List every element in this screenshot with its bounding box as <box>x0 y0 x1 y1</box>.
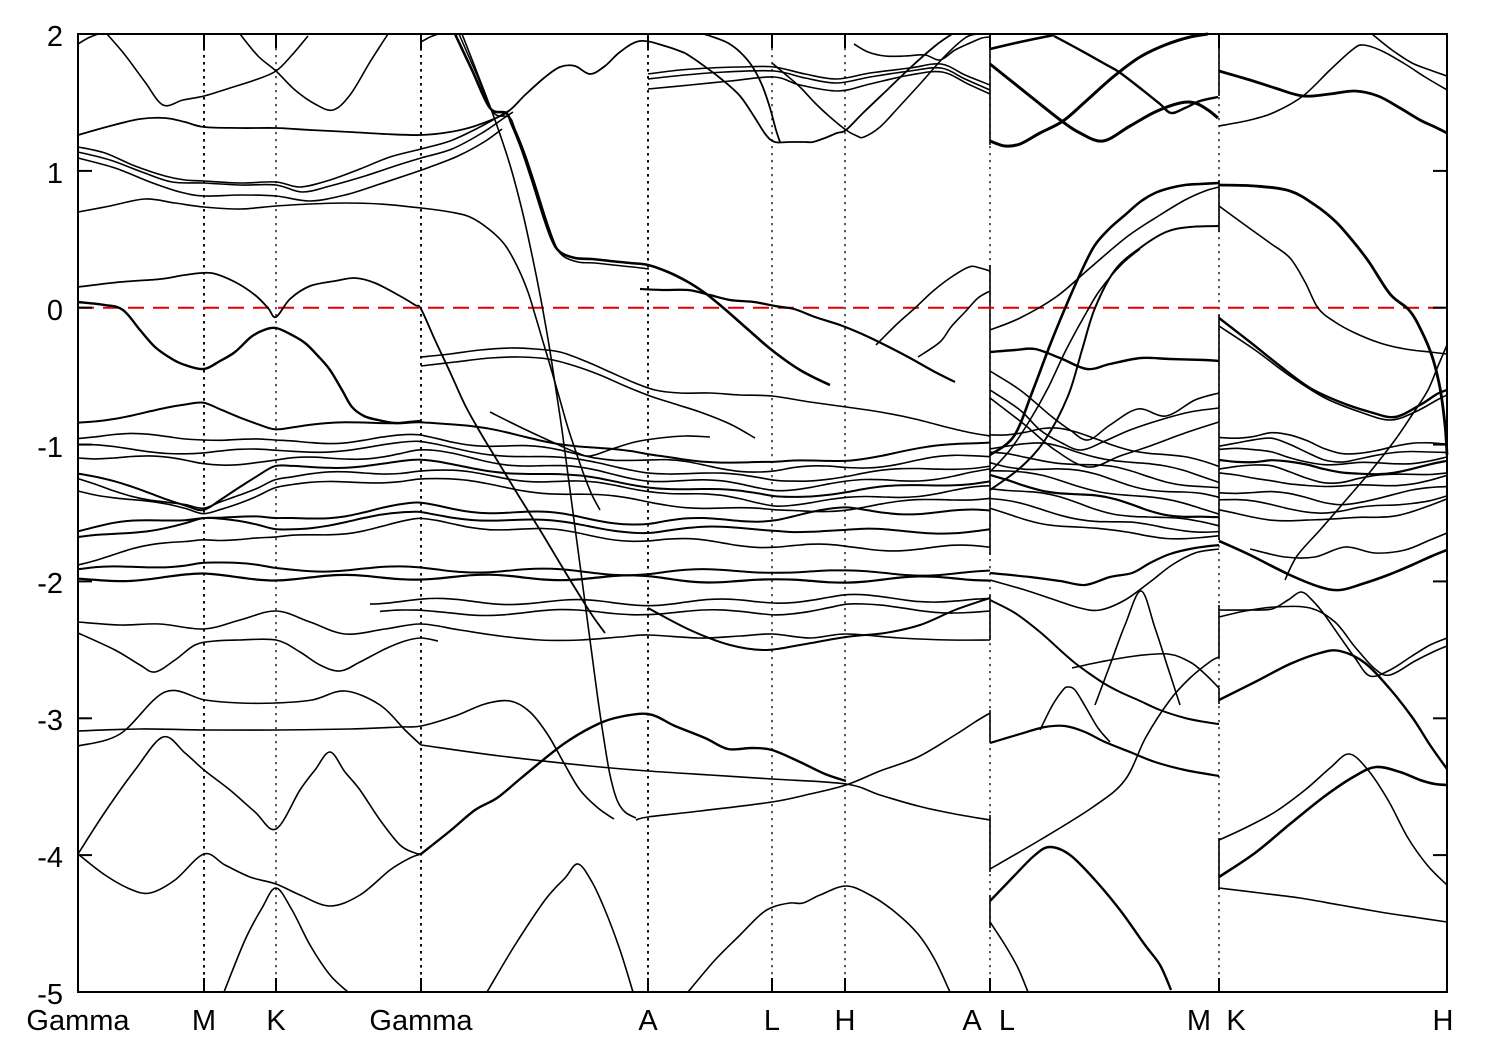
svg-text:H: H <box>835 1005 856 1037</box>
svg-text:M: M <box>192 1005 216 1037</box>
svg-text:L: L <box>999 1005 1015 1037</box>
svg-text:1: 1 <box>47 158 63 190</box>
svg-text:0: 0 <box>47 295 63 327</box>
svg-text:-4: -4 <box>37 842 63 874</box>
svg-text:M: M <box>1187 1005 1211 1037</box>
svg-text:Gamma: Gamma <box>26 1005 130 1037</box>
svg-text:Gamma: Gamma <box>369 1005 473 1037</box>
svg-text:2: 2 <box>47 21 63 53</box>
svg-text:K: K <box>1226 1005 1246 1037</box>
svg-text:H: H <box>1433 1005 1454 1037</box>
svg-text:-3: -3 <box>37 705 63 737</box>
svg-text:-2: -2 <box>37 568 63 600</box>
svg-text:L: L <box>764 1005 780 1037</box>
svg-text:K: K <box>266 1005 286 1037</box>
svg-text:A: A <box>638 1005 658 1037</box>
svg-text:-1: -1 <box>37 432 63 464</box>
svg-text:-5: -5 <box>37 979 63 1011</box>
svg-text:A: A <box>962 1005 982 1037</box>
